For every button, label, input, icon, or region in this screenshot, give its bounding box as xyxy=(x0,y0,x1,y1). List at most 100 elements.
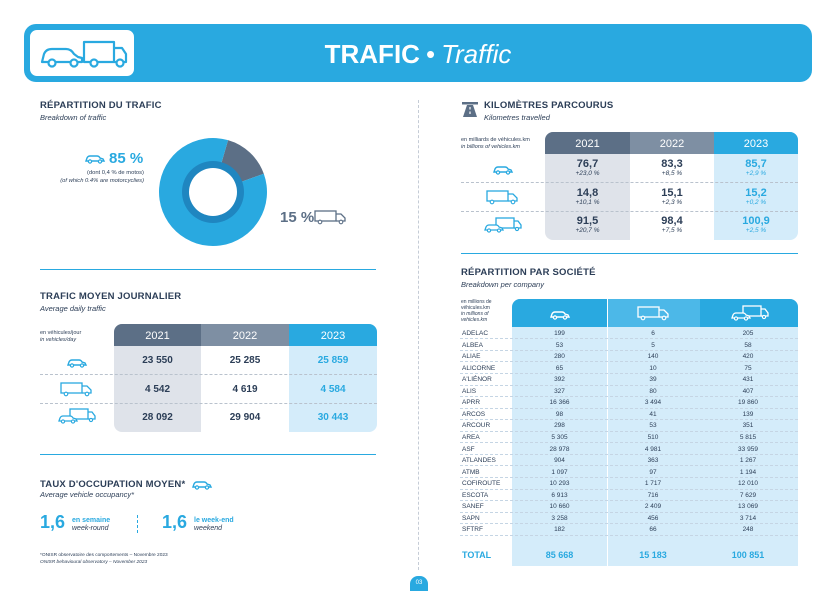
cars-value: 280 xyxy=(554,353,565,361)
weekend-label: le week-end weekend xyxy=(194,517,234,533)
company-name: ARCOS xyxy=(462,410,486,418)
breakdown-title: RÉPARTITION DU TRAFIC xyxy=(40,100,162,111)
company-unit: en millions de véhicules.km in millions … xyxy=(461,299,513,323)
km-total-2022: 98,4 +7,5 % xyxy=(630,215,714,234)
km-title: KILOMÈTRES PARCOURUS xyxy=(484,100,614,111)
value: 15,1 xyxy=(661,187,683,199)
company-name: ALBEA xyxy=(462,341,483,349)
cars-note-en: (of which 0.4% are motorcyclies) xyxy=(60,178,144,184)
daily-subtitle: Average daily traffic xyxy=(40,304,106,313)
road-icon xyxy=(461,100,479,123)
daily-head-2023 xyxy=(289,324,377,346)
table-row: ADELAC 199 6 205 xyxy=(460,328,798,340)
daily-total-2023: 30 443 xyxy=(317,412,349,423)
occupancy-title: TAUX D'OCCUPATION MOYEN* xyxy=(40,479,186,490)
table-row: ARCOS 98 41 139 xyxy=(460,409,798,421)
total-value: 13 069 xyxy=(738,503,758,511)
total-all: 100 851 xyxy=(731,550,765,560)
weekday-value: 1,6 xyxy=(40,512,66,532)
cars-value: 6 913 xyxy=(551,491,568,499)
company-name: APRR xyxy=(462,399,481,407)
value: 85,7 xyxy=(745,158,767,170)
truck-icon xyxy=(314,209,348,230)
table-row: ATLANDES 904 363 1 267 xyxy=(460,455,798,467)
km-car-2021: 76,7 +23,0 % xyxy=(545,158,630,177)
breakdown-subtitle: Breakdown of traffic xyxy=(40,113,107,122)
trucks-value: 39 xyxy=(649,376,657,384)
km-unit-fr: en milliards de véhicules.km xyxy=(461,137,530,143)
car-icon xyxy=(66,355,88,373)
company-title: RÉPARTITION PAR SOCIÉTÉ xyxy=(461,267,596,278)
page-header: TRAFIC • Traffic xyxy=(24,24,812,82)
cars-percent: 85 % xyxy=(109,150,144,167)
cars-value: 3 258 xyxy=(551,514,568,522)
daily-year-2022: 2022 xyxy=(232,330,258,342)
car-truck-icon xyxy=(58,408,96,429)
total-trucks: 15 183 xyxy=(639,550,667,560)
change: +23,0 % xyxy=(575,170,600,177)
truck-icon xyxy=(486,189,520,210)
company-total-row: TOTAL 85 668 15 183 100 851 xyxy=(460,546,798,564)
km-head-2023 xyxy=(714,132,798,154)
cars-value: 16 366 xyxy=(549,399,570,407)
daily-unit-fr: en véhicules/jour xyxy=(40,330,82,336)
km-unit: en milliards de véhicules.km in billions… xyxy=(461,137,530,151)
company-head-total xyxy=(700,299,798,327)
km-truck-2023: 15,2 +0,2 % xyxy=(714,187,798,206)
trucks-value: 53 xyxy=(649,422,657,430)
trucks-value: 140 xyxy=(647,353,659,361)
total-value: 205 xyxy=(742,330,754,337)
total-value: 75 xyxy=(744,364,752,372)
daily-car-2022: 25 285 xyxy=(229,355,261,366)
company-unit-en: in millions of vehicles.km xyxy=(461,311,489,323)
car-icon xyxy=(549,307,571,325)
cars-value: 327 xyxy=(554,387,565,395)
cars-value: 53 xyxy=(555,341,564,349)
cars-value: 1 097 xyxy=(551,468,568,476)
daily-truck-2023: 4 584 xyxy=(320,384,346,395)
value: 100,9 xyxy=(742,215,770,227)
change: +0,2 % xyxy=(745,199,767,206)
weekday-fr: en semaine xyxy=(72,517,111,524)
table-row: ALICORNE 65 10 75 xyxy=(460,363,798,375)
table-row: ASF 28 978 4 981 33 959 xyxy=(460,444,798,455)
daily-year-2021: 2021 xyxy=(145,330,170,342)
car-truck-icon xyxy=(484,217,522,238)
donut-hole xyxy=(189,168,237,216)
page-number: 03 xyxy=(410,576,428,591)
column-divider xyxy=(418,100,419,570)
cars-value: 199 xyxy=(554,330,565,337)
footnote: *ONISR observatoire des comportements – … xyxy=(40,552,168,566)
trucks-value: 510 xyxy=(647,433,659,441)
total-value: 1 194 xyxy=(739,468,757,476)
trucks-value: 80 xyxy=(649,387,657,395)
car-truck-icon xyxy=(28,28,136,78)
table-row: ALIAE 280 140 420 xyxy=(460,351,798,363)
truck-icon xyxy=(637,305,671,326)
company-name: ARCOUR xyxy=(462,422,491,430)
trucks-value: 1 717 xyxy=(644,480,662,488)
km-car-2022: 83,3 +8,5 % xyxy=(630,158,714,177)
table-row: COFIROUTE 10 293 1 717 12 010 xyxy=(460,478,798,490)
company-name: ESCOTA xyxy=(462,491,489,499)
cars-note: (dont 0,4 % de motos) (of which 0.4% are… xyxy=(40,169,144,185)
company-name: SFTRF xyxy=(462,526,483,534)
company-head-trucks xyxy=(608,299,700,327)
trucks-value: 2 409 xyxy=(644,503,662,511)
weekend-fr: le week-end xyxy=(194,517,234,524)
km-year-2021: 2021 xyxy=(575,138,600,150)
divider xyxy=(40,269,376,270)
car-icon xyxy=(191,477,213,495)
total-value: 431 xyxy=(742,376,754,384)
total-value: 3 714 xyxy=(739,514,757,522)
daily-unit-en: in vehicles/day xyxy=(40,337,77,343)
trucks-value: 456 xyxy=(647,514,659,522)
km-truck-2022: 15,1 +2,3 % xyxy=(630,187,714,206)
change: +20,7 % xyxy=(575,227,600,234)
car-icon xyxy=(492,162,514,180)
total-value: 19 860 xyxy=(738,399,758,407)
km-unit-en: in billions of vehicles.km xyxy=(461,144,520,150)
trucks-value: 41 xyxy=(649,410,657,418)
row-separator xyxy=(461,211,798,212)
daily-unit: en véhicules/jour in vehicles/day xyxy=(40,330,81,344)
